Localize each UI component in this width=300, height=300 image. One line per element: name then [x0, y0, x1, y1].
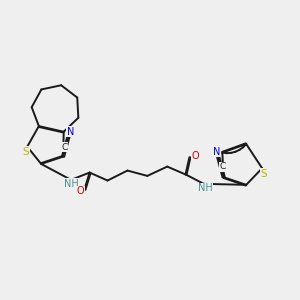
Text: N: N [67, 127, 74, 136]
Text: N: N [213, 147, 220, 157]
Text: NH: NH [198, 184, 212, 194]
Text: C: C [219, 162, 226, 171]
Text: O: O [76, 187, 84, 196]
Text: S: S [261, 169, 267, 178]
Text: S: S [22, 147, 29, 157]
Text: NH: NH [64, 179, 79, 189]
Text: C: C [61, 142, 68, 152]
Text: O: O [191, 151, 199, 161]
